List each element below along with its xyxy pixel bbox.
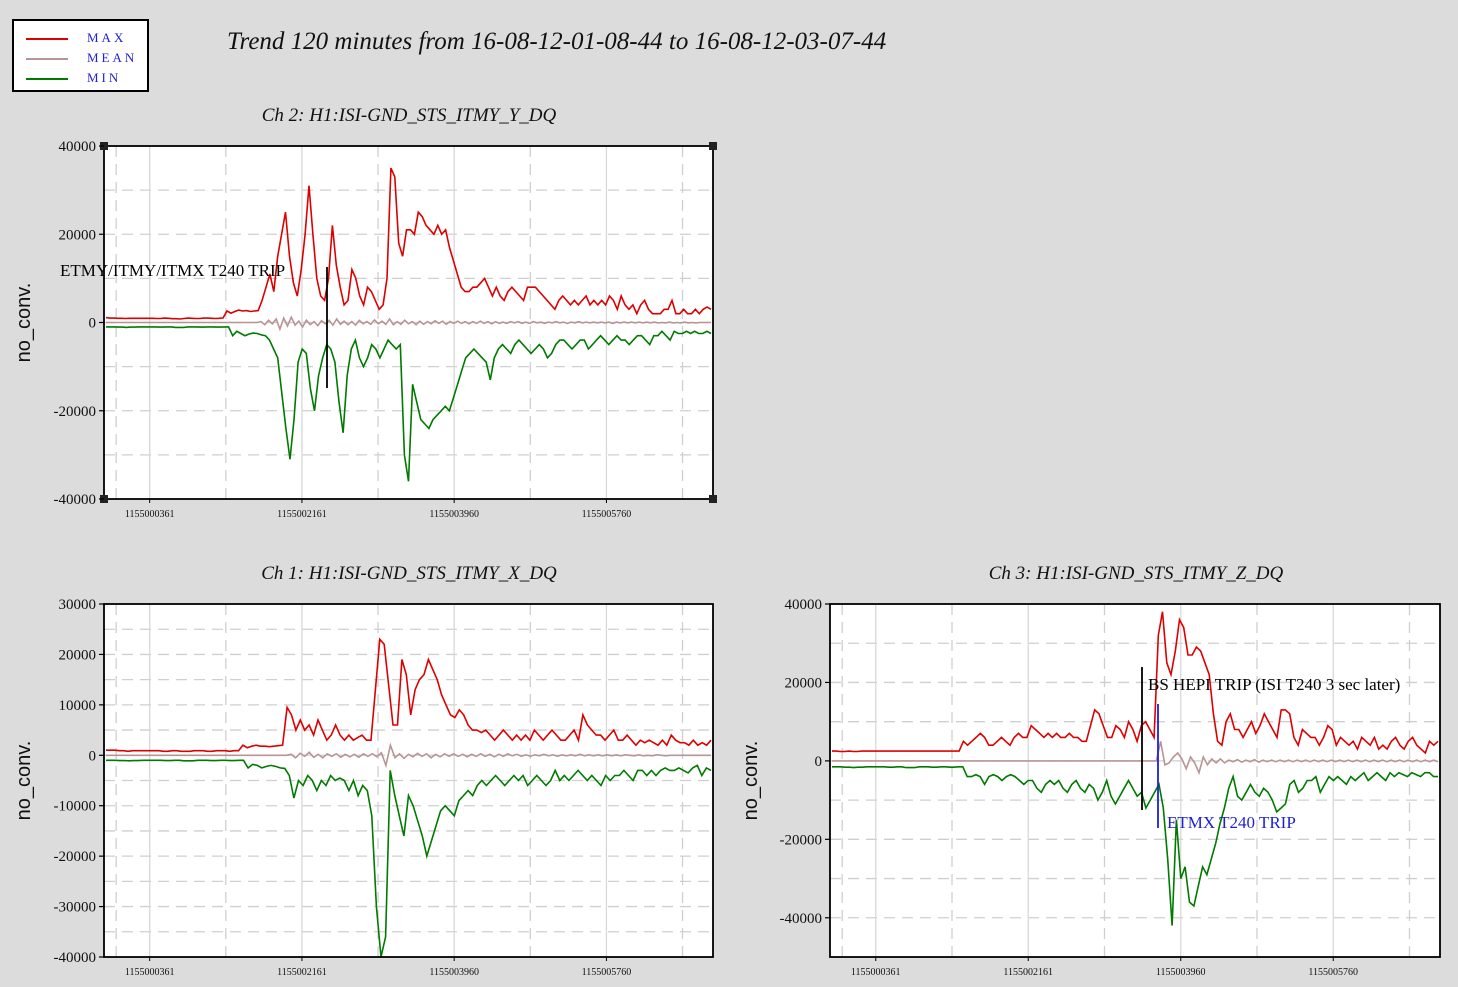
y-tick-label: -40000: [54, 950, 97, 966]
x-tick-label: 1155003960: [1156, 967, 1206, 978]
legend-swatch-max: [26, 38, 68, 40]
legend-item-min: MIN: [14, 69, 147, 89]
y-axis-label: no_conv.: [740, 741, 762, 821]
y-tick-label: 20000: [785, 675, 823, 691]
x-tick-label: 1155005760: [1308, 967, 1358, 978]
legend-swatch-min: [26, 78, 68, 80]
plot-area: [830, 604, 1440, 957]
series-line-max: [105, 167, 712, 320]
series-line-mean: [832, 741, 1439, 776]
page-title: Trend 120 minutes from 16-08-12-01-08-44…: [227, 28, 887, 55]
x-tick-label: 1155003960: [429, 509, 479, 520]
x-tick-label: 1155005760: [582, 967, 632, 978]
y-tick-label: -20000: [54, 404, 97, 420]
legend-item-mean: MEAN: [14, 49, 147, 69]
y-axis-label: no_conv.: [13, 741, 35, 821]
resize-handle[interactable]: [709, 495, 717, 503]
chart-title: Ch 1: H1:ISI-GND_STS_ITMY_X_DQ: [261, 563, 557, 584]
y-tick-label: 20000: [59, 647, 97, 663]
y-tick-label: 0: [89, 748, 97, 764]
series-line-mean: [106, 742, 711, 769]
legend-swatch-mean: [26, 58, 68, 60]
legend: MAX MEAN MIN: [12, 19, 149, 92]
y-tick-label: 30000: [59, 597, 97, 613]
x-tick-label: 1155002161: [277, 967, 327, 978]
plot-frame: [103, 603, 714, 958]
x-tick-label: 1155002161: [1003, 967, 1053, 978]
y-tick-label: 40000: [785, 597, 823, 613]
y-tick-label: -20000: [780, 832, 823, 848]
annotation-label: ETMY/ITMY/ITMX T240 TRIP: [60, 261, 285, 280]
y-tick-label: 20000: [59, 227, 97, 243]
y-tick-label: -30000: [54, 900, 97, 916]
x-tick-label: 1155000361: [125, 509, 175, 520]
annotation-label: BS HEPI TRIP (ISI T240 3 sec later): [1148, 675, 1400, 694]
y-tick-label: -20000: [54, 849, 97, 865]
legend-label-min: MIN: [87, 70, 122, 85]
chart-title: Ch 3: H1:ISI-GND_STS_ITMY_Z_DQ: [989, 563, 1284, 584]
series-line-min: [106, 326, 712, 482]
annotation-label: ETMX T240 TRIP: [1167, 813, 1296, 832]
y-tick-label: -40000: [54, 492, 97, 508]
y-tick-label: 40000: [59, 139, 97, 155]
y-tick-label: 10000: [59, 698, 97, 714]
series-line-min: [832, 765, 1438, 926]
legend-item-max: MAX: [14, 29, 147, 49]
legend-label-max: MAX: [87, 30, 127, 45]
series-line-max: [832, 611, 1439, 755]
legend-label-mean: MEAN: [87, 50, 138, 65]
x-tick-label: 1155000361: [851, 967, 901, 978]
y-tick-label: -40000: [780, 911, 823, 927]
x-tick-label: 1155000361: [125, 967, 175, 978]
y-tick-label: 0: [815, 754, 823, 770]
x-tick-label: 1155002161: [277, 509, 327, 520]
series-line-max: [106, 637, 712, 753]
resize-handle[interactable]: [709, 142, 717, 150]
x-tick-label: 1155003960: [429, 967, 479, 978]
y-axis-label: no_conv.: [13, 283, 35, 363]
y-tick-label: 0: [89, 316, 97, 332]
chart-title: Ch 2: H1:ISI-GND_STS_ITMY_Y_DQ: [262, 105, 557, 126]
y-tick-label: -10000: [54, 799, 97, 815]
x-tick-label: 1155005760: [582, 509, 632, 520]
series-line-mean: [106, 315, 711, 332]
plot-frame: [829, 603, 1441, 958]
series-line-min: [106, 759, 712, 958]
